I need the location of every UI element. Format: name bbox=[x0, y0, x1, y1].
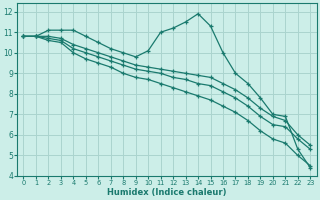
X-axis label: Humidex (Indice chaleur): Humidex (Indice chaleur) bbox=[107, 188, 227, 197]
